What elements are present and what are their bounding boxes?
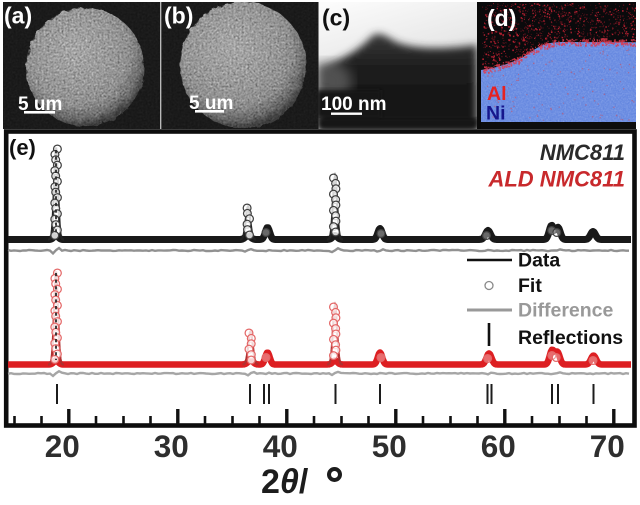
svg-text:50: 50	[372, 428, 407, 464]
svg-text:(a): (a)	[4, 3, 32, 29]
svg-text:Fit: Fit	[518, 275, 542, 297]
svg-text:20: 20	[45, 428, 80, 464]
svg-text:(e): (e)	[9, 135, 36, 160]
svg-text:Ni: Ni	[486, 103, 506, 125]
svg-text:70: 70	[590, 428, 625, 464]
svg-text:5 um: 5 um	[18, 94, 62, 115]
svg-text:60: 60	[481, 428, 516, 464]
svg-text:(c): (c)	[322, 5, 350, 31]
svg-text:Difference: Difference	[518, 300, 614, 322]
svg-text:40: 40	[263, 428, 298, 464]
svg-text:30: 30	[154, 428, 189, 464]
svg-text:Data: Data	[518, 250, 560, 272]
svg-text:ALD NMC811: ALD NMC811	[487, 167, 625, 192]
svg-text:100 nm: 100 nm	[321, 94, 386, 115]
svg-text:5 um: 5 um	[189, 93, 233, 114]
svg-text:NMC811: NMC811	[540, 140, 625, 165]
svg-text:2θ/: 2θ/	[261, 463, 309, 501]
svg-text:(d): (d)	[487, 5, 516, 31]
svg-text:Al: Al	[487, 83, 507, 105]
svg-text:(b): (b)	[164, 3, 193, 29]
svg-text:Reflections: Reflections	[518, 327, 623, 349]
